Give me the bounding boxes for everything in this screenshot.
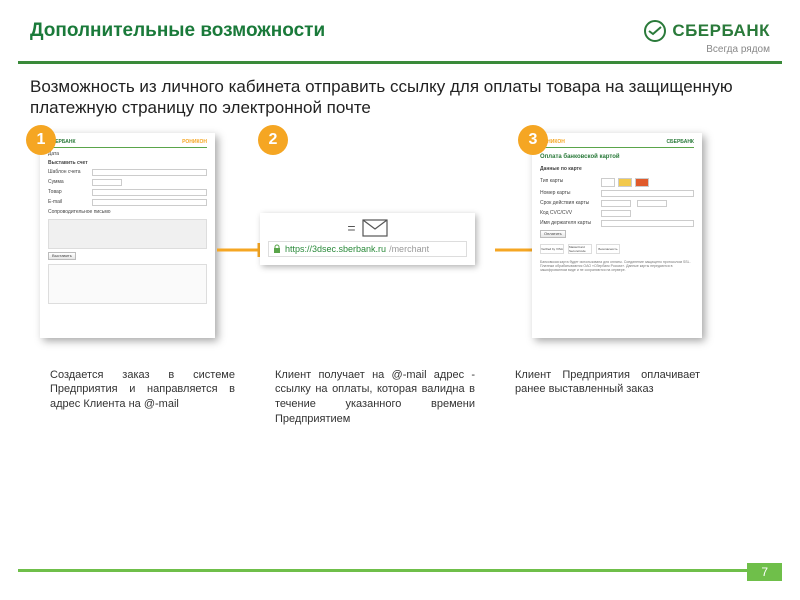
brand-tagline: Всегда рядом (644, 44, 770, 55)
r4: Код CVC/CVV (540, 210, 595, 216)
r3: Срок действия карты (540, 200, 595, 206)
brand-name: СБЕРБАНК (672, 21, 770, 41)
url-host: https://3dsec.sberbank.ru (285, 244, 386, 254)
list-box (48, 264, 207, 304)
brand-logo: СБЕРБАНК (644, 20, 770, 42)
caption-3: Клиент Предприятия оплачивает ранее выст… (515, 368, 700, 427)
mail-row: = (268, 219, 467, 237)
step-badge-1: 1 (26, 125, 56, 155)
caption-1: Создается заказ в системе Предприятия и … (50, 368, 235, 427)
page-title: Дополнительные возможности (30, 20, 325, 42)
step-1: 1 СБЕРБАНК РОНИКОН Дата Выставить счет Ш… (40, 133, 260, 338)
btn-pay: Оплатить (540, 230, 566, 238)
f-cvv (601, 210, 631, 217)
maestro-icon (635, 178, 649, 187)
fld-sum (92, 179, 122, 186)
lbl-desc: Товар (48, 189, 86, 195)
card-logos (601, 178, 649, 187)
r5: Имя держателя карты (540, 220, 595, 226)
r1: Тип карты (540, 178, 595, 184)
lbl-date: Дата (48, 151, 86, 157)
step-badge-3: 3 (518, 125, 548, 155)
lbl-tpl: Шаблон счета (48, 169, 86, 175)
fld-tpl (92, 169, 207, 176)
fld-desc (92, 189, 207, 196)
lbl-sum: Сумма (48, 179, 86, 185)
mastercard-icon (618, 178, 632, 187)
step-3: 3 РОНИКОН СБЕРБАНК Оплата банковской кар… (520, 133, 740, 338)
fld-email (92, 199, 207, 206)
equals-icon: = (347, 220, 355, 236)
intro-text: Возможность из личного кабинета отправит… (0, 64, 800, 125)
f-holder (601, 220, 694, 227)
screenshot-order-form: СБЕРБАНК РОНИКОН Дата Выставить счет Шаб… (40, 133, 215, 338)
card3-header: РОНИКОН СБЕРБАНК (540, 139, 694, 148)
url-bar: https://3dsec.sberbank.ru/merchant (268, 241, 467, 257)
step-badge-2: 2 (258, 125, 288, 155)
btn-send: Выставить (48, 252, 76, 260)
r2: Номер карты (540, 190, 595, 196)
pay-title: Оплата банковской картой (540, 154, 694, 160)
caption-2: Клиент получает на @-mail адрес - ссылку… (275, 368, 475, 427)
sberbank-icon (644, 20, 666, 42)
msg-box (48, 219, 207, 249)
vbv-logo: Verified by VISA (540, 244, 564, 254)
visa-icon (601, 178, 615, 187)
footer-rule (18, 569, 782, 572)
f-num (601, 190, 694, 197)
mail-icon (362, 219, 388, 237)
screenshot-payment-page: РОНИКОН СБЕРБАНК Оплата банковской карто… (532, 133, 702, 338)
f-exp1 (601, 200, 631, 207)
lock-icon (272, 244, 282, 254)
page-number: 7 (747, 563, 782, 581)
screenshot-mail-link: = https://3dsec.sberbank.ru/merchant (260, 213, 475, 265)
lbl-email: E-mail (48, 199, 86, 205)
lbl-order: Выставить счет (48, 160, 88, 166)
security-logos: Verified by VISA MasterCard SecureCode Б… (540, 244, 694, 254)
step-2: 2 = https://3dsec.sberbank.ru/merchant (260, 133, 520, 265)
card1-right-logo: РОНИКОН (182, 139, 207, 145)
f-exp2 (637, 200, 667, 207)
steps-row: 1 СБЕРБАНК РОНИКОН Дата Выставить счет Ш… (0, 125, 800, 338)
sec-logo: Безопасность (596, 244, 620, 254)
captions-row: Создается заказ в системе Предприятия и … (0, 338, 800, 427)
mcsc-logo: MasterCard SecureCode (568, 244, 592, 254)
card3-right-logo: СБЕРБАНК (666, 139, 694, 145)
card1-header: СБЕРБАНК РОНИКОН (48, 139, 207, 148)
brand-block: СБЕРБАНК Всегда рядом (644, 20, 770, 55)
header: Дополнительные возможности СБЕРБАНК Всег… (0, 0, 800, 61)
fine-print: Банковская карта будет использована для … (540, 260, 694, 273)
url-path: /merchant (389, 244, 429, 254)
pay-sub: Данные по карте (540, 166, 694, 172)
lbl-extra: Сопроводительное письмо (48, 209, 111, 215)
